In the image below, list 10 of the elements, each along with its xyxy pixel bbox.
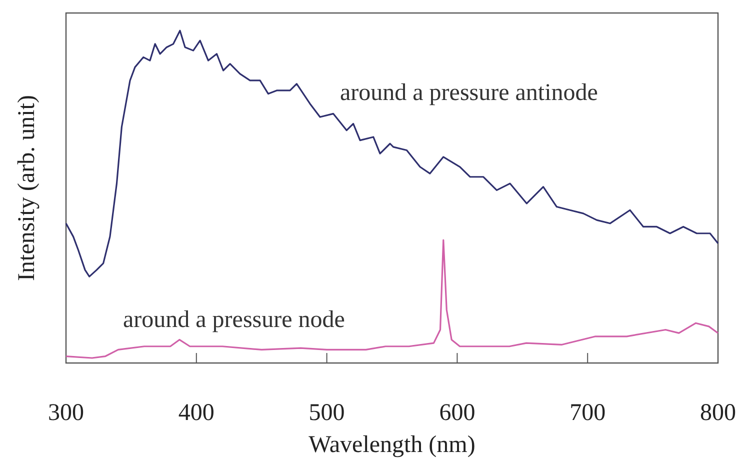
x-tick-label: 500 — [308, 400, 345, 426]
y-axis-title: Intensity (arb. unit) — [14, 95, 40, 281]
series-label: around a pressure node — [123, 307, 345, 333]
x-tick-label: 700 — [570, 400, 606, 426]
x-tick-label: 800 — [700, 400, 736, 426]
x-tick-label: 300 — [48, 400, 84, 426]
x-axis-title: Wavelength (nm) — [308, 432, 476, 458]
x-tick-label: 400 — [178, 400, 214, 426]
x-tick-label: 600 — [439, 400, 476, 426]
series-label: around a pressure antinode — [340, 80, 598, 106]
